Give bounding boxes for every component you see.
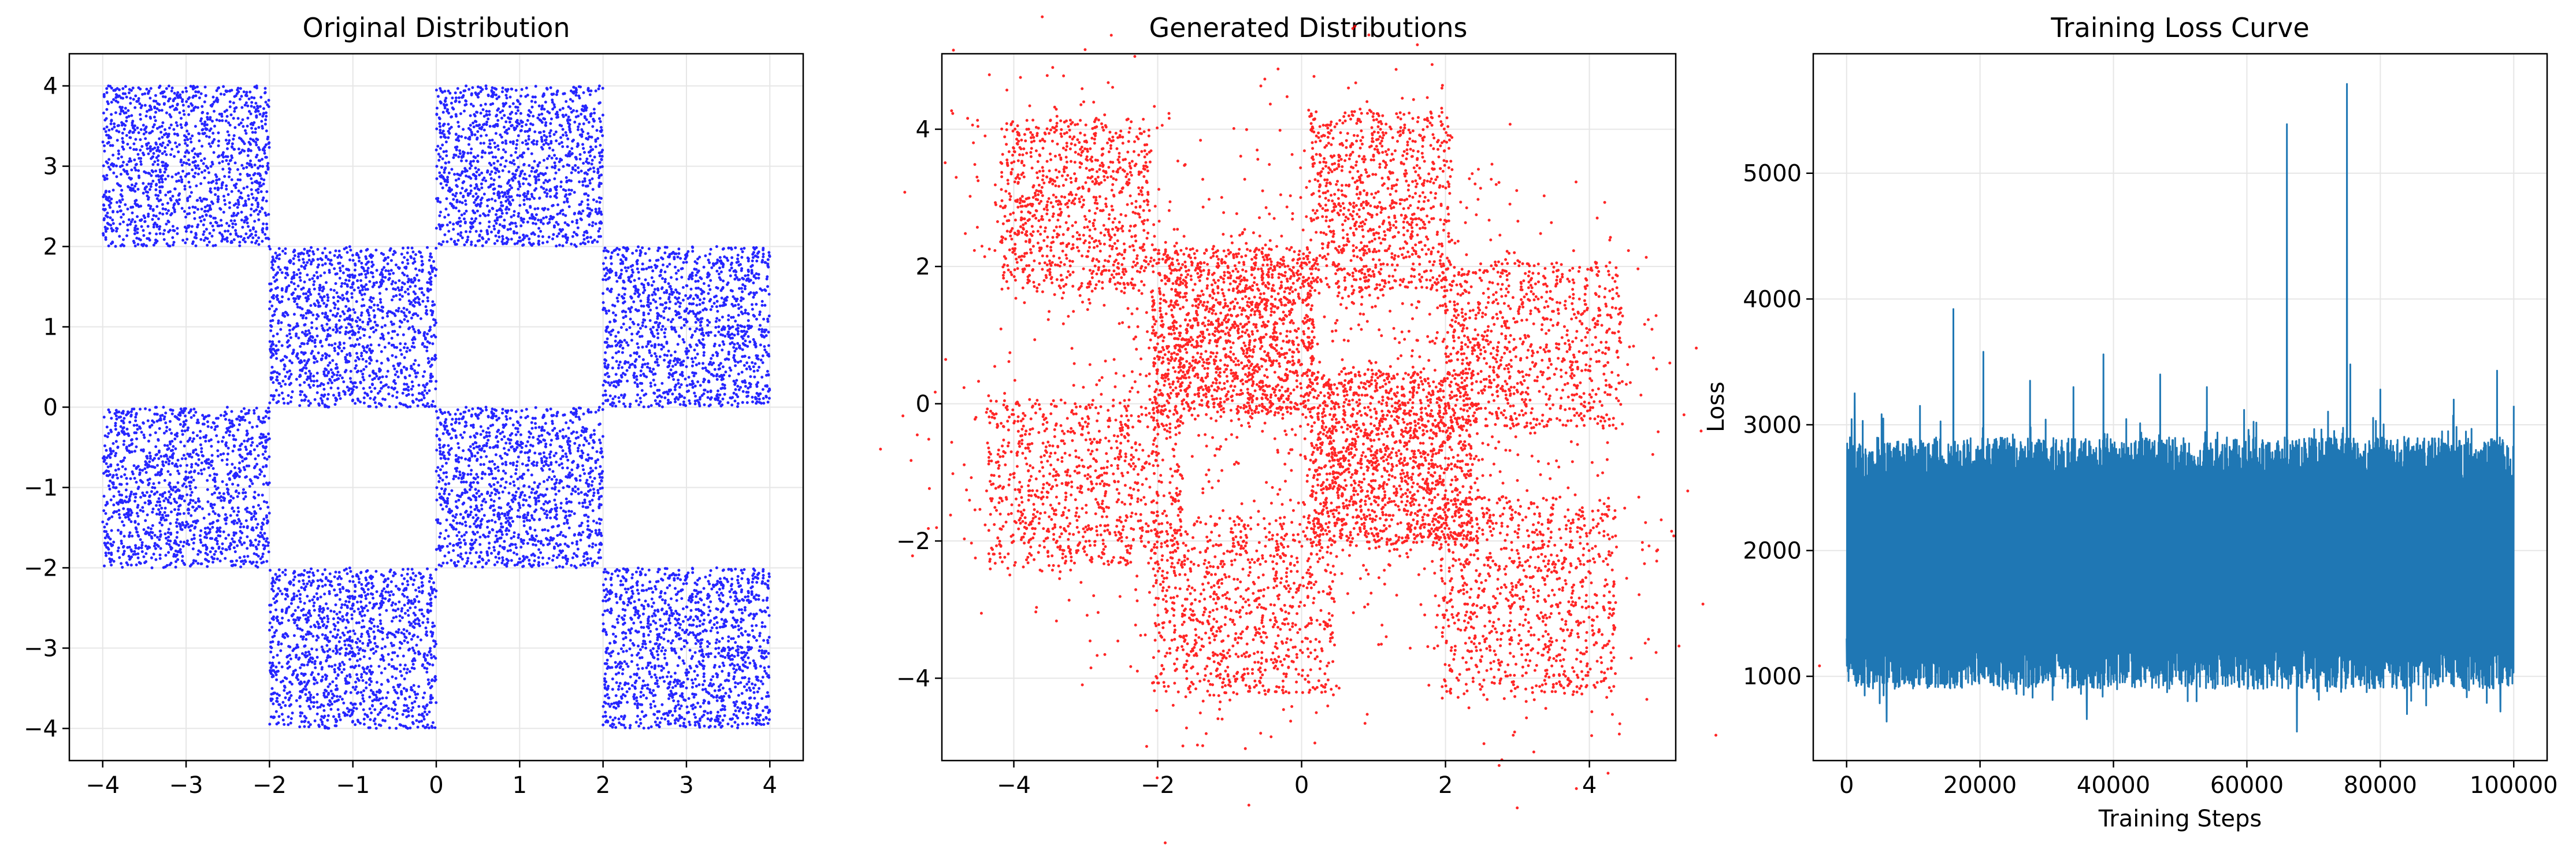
y-tick-label: −3 [24,635,58,662]
panel-title: Generated Distributions [1149,12,1468,43]
x-tick-label: −2 [253,772,287,799]
scatter-points [101,84,771,730]
y-tick-label: 4000 [1743,286,1802,313]
x-tick-label: 2 [596,772,610,799]
axes-frame [941,53,1677,762]
x-tick-label: 60000 [2210,772,2284,799]
x-axis-label: Training Steps [2098,806,2262,832]
y-tick-label: 4 [916,117,930,143]
x-tick-label: −2 [1141,772,1175,799]
x-tick-label: 4 [763,772,777,799]
y-tick-label: 0 [916,391,930,418]
scatter-points [879,15,1821,844]
y-tick-label: 3 [43,154,58,180]
panel-title: Original Distribution [303,12,570,43]
y-tick-label: 0 [43,395,58,421]
x-tick-label: −1 [336,772,370,799]
y-tick-label: −4 [896,666,930,692]
y-tick-label: −1 [24,474,58,501]
y-tick-label: 2 [916,254,930,280]
axes-frame [1812,53,2548,762]
x-tick-label: 4 [1582,772,1597,799]
x-ticks: 0 20000 40000 60000 80000 100000 [1839,761,2558,799]
x-ticks: −4 −2 0 2 4 [997,761,1597,799]
x-tick-label: 80000 [2344,772,2417,799]
x-tick-label: 0 [1294,772,1309,799]
training-loss-panel: Training Loss Curve 0 20000 40000 60000 8000… [1703,12,2558,832]
loss-line [1846,83,2515,733]
y-tick-label: 1000 [1743,663,1802,690]
y-ticks: −4 −3 −2 −1 0 1 2 3 4 [24,73,69,742]
x-tick-label: 1 [513,772,527,799]
y-tick-label: −2 [896,528,930,555]
y-tick-label: 4 [43,73,58,100]
y-ticks: −4 −2 0 2 4 [896,117,942,692]
y-tick-label: 3000 [1743,412,1802,439]
panel-title: Training Loss Curve [2050,12,2309,43]
x-tick-label: 20000 [1943,772,2017,799]
x-tick-label: −4 [86,772,120,799]
x-tick-label: 40000 [2077,772,2150,799]
y-tick-label: 1 [43,314,58,341]
loss-series-line [1846,83,2515,733]
x-tick-label: 3 [679,772,693,799]
x-tick-label: 100000 [2470,772,2558,799]
x-tick-label: 2 [1438,772,1453,799]
generated-distributions-panel: Generated Distributions −4 −2 0 2 4 −4 −2 0 2 4 [879,12,1821,844]
y-tick-label: −4 [24,715,58,742]
y-axis-label: Loss [1703,381,1729,432]
original-distribution-panel: Original Distribution −4 −3 −2 −1 0 1 2 3 4 −4 −3… [24,12,804,799]
y-tick-label: 2000 [1743,538,1802,565]
y-tick-label: 5000 [1743,161,1802,187]
x-tick-label: 0 [1839,772,1854,799]
scatter-point-cloud [101,84,771,730]
scatter-point-cloud [879,15,1821,844]
x-tick-label: −3 [169,772,203,799]
x-tick-label: −4 [997,772,1031,799]
y-ticks: 1000 2000 3000 4000 5000 [1743,161,1813,690]
y-tick-label: 2 [43,234,58,261]
x-tick-label: 0 [429,772,443,799]
y-tick-label: −2 [24,555,58,581]
x-ticks: −4 −3 −2 −1 0 1 2 3 4 [86,761,777,799]
